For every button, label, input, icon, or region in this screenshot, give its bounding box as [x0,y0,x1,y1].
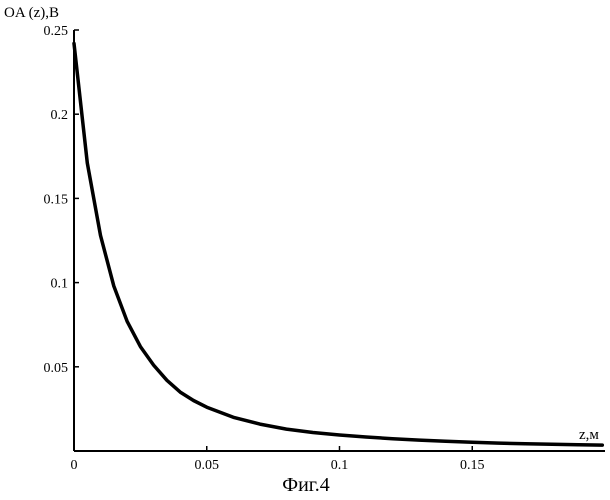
y-tick-label: 0.25 [44,24,69,39]
y-tick-label: 0.1 [51,277,69,292]
x-tick-label: 0 [71,458,78,473]
x-axis-label: z,м [579,427,599,443]
figure-caption: Фиг.4 [282,474,329,496]
x-tick-label: 0.15 [460,458,485,473]
series-layer [74,44,602,446]
y-axis-label: OA (z),B [4,5,59,21]
series-line [74,44,602,446]
y-tick-label: 0.05 [44,361,69,376]
y-tick-label: 0.15 [44,192,69,207]
x-tick-label: 0.05 [195,458,220,473]
ticks-layer: 0.05 0.1 0.15 0.2 0.25 0 0.05 0.1 0.15 [44,24,485,473]
y-tick-label: 0.2 [51,108,69,123]
x-tick-label: 0.1 [331,458,349,473]
